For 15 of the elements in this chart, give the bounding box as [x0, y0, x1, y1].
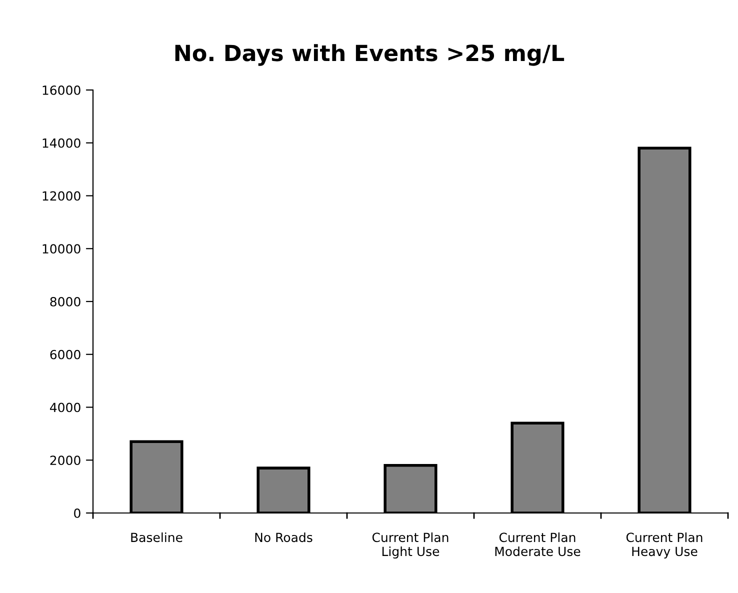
x-tick-label: Current Plan Moderate Use: [495, 532, 580, 556]
y-tick-label: 10000: [42, 244, 80, 254]
y-tick-label: 8000: [50, 296, 80, 306]
x-tick-label: Current Plan Light Use: [372, 532, 448, 559]
y-tick-label: 4000: [50, 402, 80, 412]
x-tick-label: Baseline: [131, 532, 182, 542]
y-tick-label: 6000: [50, 350, 80, 360]
y-tick-label: 0: [74, 508, 80, 518]
y-tick-label: 12000: [42, 191, 80, 201]
y-tick-label: 14000: [42, 138, 80, 148]
chart-title: No. Days with Events >25 mg/L: [175, 44, 564, 66]
x-tick-label: Current Plan Heavy Use: [626, 532, 702, 559]
y-tick-label: 16000: [42, 85, 80, 95]
y-tick-label: 2000: [50, 456, 80, 466]
x-tick-label: No Roads: [255, 532, 312, 542]
